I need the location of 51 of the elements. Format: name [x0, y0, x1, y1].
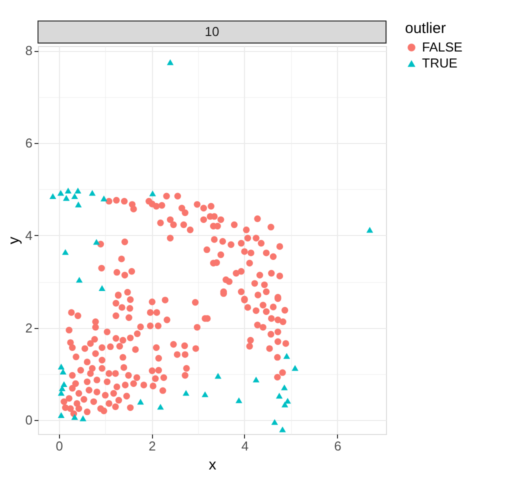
point — [292, 365, 298, 371]
legend-title: outlier — [405, 20, 446, 37]
x-tick-label: 0 — [56, 438, 63, 454]
y-tick-label: 6 — [25, 136, 32, 150]
point — [62, 249, 69, 255]
point — [137, 398, 144, 405]
point — [74, 188, 82, 194]
point — [62, 195, 70, 201]
point — [236, 397, 242, 404]
point — [76, 276, 83, 283]
x-tick-label: 4 — [241, 438, 249, 454]
point — [60, 368, 66, 375]
point — [283, 353, 290, 359]
point — [202, 391, 208, 398]
y-tick-label: 0 — [25, 412, 32, 428]
point — [60, 381, 68, 388]
point — [182, 390, 190, 396]
y-tick-label: 8 — [25, 43, 32, 58]
point — [64, 188, 72, 194]
point — [58, 364, 65, 370]
chart-title: 10 — [204, 24, 220, 39]
x-axis-title: x — [208, 456, 217, 474]
point — [98, 285, 106, 291]
point — [93, 238, 100, 245]
point — [366, 226, 374, 233]
point — [214, 372, 222, 379]
y-tick-label: 2 — [25, 320, 32, 336]
point — [75, 202, 82, 208]
point — [276, 392, 283, 399]
point — [271, 419, 278, 425]
point — [88, 190, 96, 196]
point — [100, 196, 108, 202]
point — [49, 193, 56, 200]
point — [71, 414, 78, 420]
legend-label: TRUE — [422, 56, 458, 70]
point — [57, 190, 64, 196]
point — [166, 59, 174, 66]
x-tick-label: 6 — [334, 438, 342, 454]
point — [252, 376, 260, 382]
point — [71, 193, 78, 200]
x-tick-label: 2 — [148, 438, 156, 454]
point — [281, 384, 288, 390]
y-tick-label: 4 — [25, 228, 32, 243]
point — [80, 415, 86, 422]
point — [58, 412, 65, 418]
point — [149, 190, 156, 196]
point — [279, 426, 286, 432]
legend-label: FALSE — [422, 40, 463, 54]
point — [281, 402, 288, 408]
point — [157, 404, 164, 410]
y-axis-title: y — [5, 236, 22, 244]
